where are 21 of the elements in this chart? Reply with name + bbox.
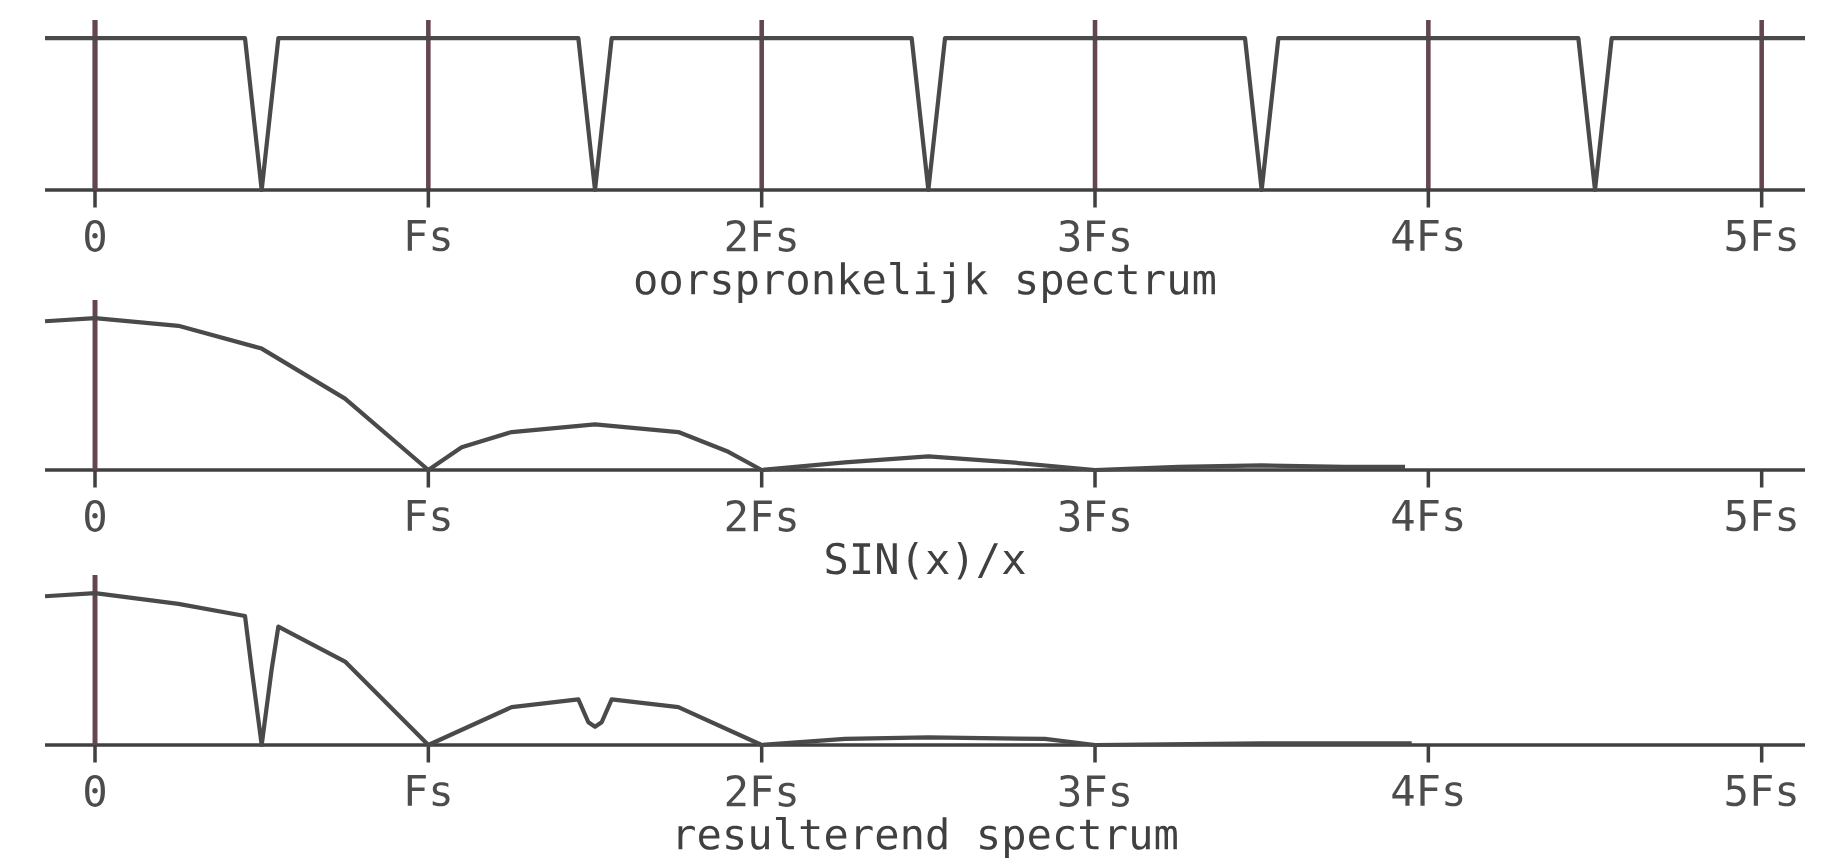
x-tick-label: 5Fs — [1726, 219, 1796, 252]
x-tick-label: Fs — [407, 219, 450, 252]
x-tick-label: Fs — [407, 499, 450, 532]
x-axis-title: resulterend spectrum — [678, 816, 1177, 858]
x-tick-label: 2Fs — [726, 219, 796, 252]
x-tick-label: 5Fs — [1726, 499, 1796, 532]
x-tick-label: 0 — [85, 219, 105, 252]
x-tick-label: 0 — [85, 499, 105, 532]
x-tick-label: 3Fs — [1059, 219, 1129, 252]
x-tick-label: 2Fs — [726, 499, 796, 532]
x-tick-label: 4Fs — [1392, 774, 1463, 807]
x-tick-label: 4Fs — [1392, 499, 1463, 532]
x-tick-label: 0 — [85, 774, 105, 807]
x-tick-label: 4Fs — [1392, 219, 1463, 252]
x-tick-label: 3Fs — [1059, 499, 1129, 532]
x-tick-label: 2Fs — [726, 774, 796, 807]
x-axis-title: SIN(x)/x — [826, 541, 1025, 580]
x-tick-label: Fs — [407, 774, 450, 807]
x-axis-title: oorspronkelijk spectrum — [635, 261, 1215, 303]
x-tick-label: 5Fs — [1726, 774, 1796, 807]
x-tick-label: 3Fs — [1059, 774, 1129, 807]
